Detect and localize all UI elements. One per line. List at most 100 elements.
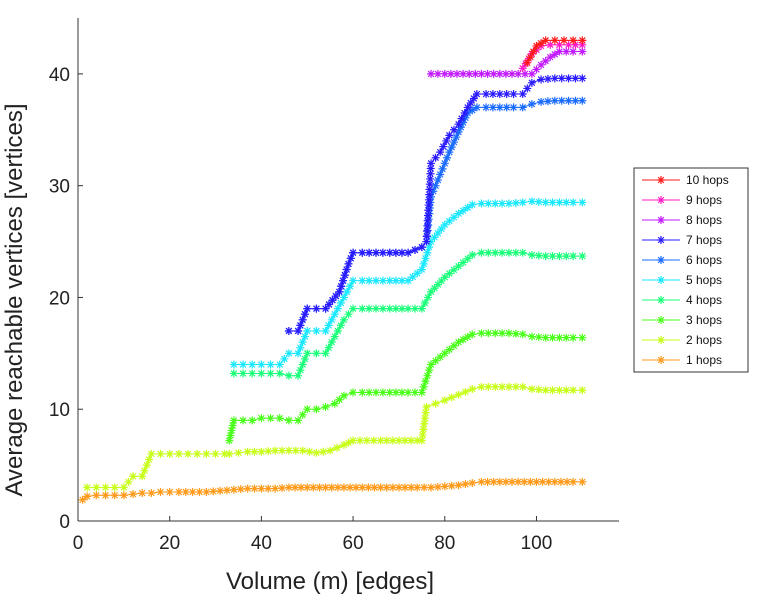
data-point: [431, 181, 440, 190]
data-point: [564, 74, 573, 83]
data-point: [378, 248, 387, 257]
data-point: [440, 349, 449, 358]
data-point: [209, 487, 218, 496]
y-axis-title: Average reachable vertices [vertices]: [1, 103, 28, 496]
data-point: [657, 236, 665, 244]
data-point: [327, 315, 336, 324]
data-point: [449, 125, 458, 134]
data-point: [527, 100, 536, 109]
data-point: [401, 436, 410, 445]
data-point: [557, 74, 566, 83]
data-point: [488, 103, 497, 112]
data-point: [264, 447, 273, 456]
data-point: [498, 382, 507, 391]
data-point: [440, 396, 449, 405]
data-point: [280, 354, 289, 363]
data-point: [445, 148, 454, 157]
data-point: [569, 333, 578, 342]
data-point: [338, 276, 347, 285]
data-point: [216, 486, 225, 495]
data-point: [445, 345, 454, 354]
data-point: [346, 483, 355, 492]
data-point: [423, 221, 432, 230]
data-point: [174, 487, 183, 496]
data-point: [559, 36, 568, 45]
data-point: [342, 265, 351, 274]
data-point: [324, 321, 333, 330]
data-point: [657, 336, 665, 344]
data-point: [358, 248, 367, 257]
data-point: [495, 477, 504, 486]
data-point: [181, 487, 190, 496]
data-point: [391, 388, 400, 397]
data-point: [342, 287, 351, 296]
data-point: [333, 304, 342, 313]
data-point: [365, 388, 374, 397]
data-point: [129, 490, 138, 499]
data-point: [498, 199, 507, 208]
data-point: [457, 114, 466, 123]
data-point: [391, 276, 400, 285]
y-tick-label: 20: [49, 288, 70, 309]
data-point: [489, 477, 498, 486]
data-point: [537, 39, 546, 48]
data-point: [550, 50, 559, 59]
data-point: [436, 148, 445, 157]
data-point: [420, 414, 429, 423]
data-point: [520, 477, 529, 486]
data-point: [453, 69, 462, 78]
data-point: [421, 254, 430, 263]
data-point: [315, 483, 324, 492]
data-point: [417, 436, 426, 445]
data-point: [449, 138, 458, 147]
data-point: [461, 387, 470, 396]
data-point: [309, 483, 318, 492]
data-point: [421, 408, 430, 417]
data-point: [427, 483, 436, 492]
data-point: [465, 69, 474, 78]
legend: 10 hops 9 hops 8 hops 7 hops 6 hops 5 hops 4 h…: [633, 167, 749, 373]
data-point: [358, 483, 367, 492]
data-point: [440, 220, 449, 229]
data-point: [404, 304, 413, 313]
data-point: [523, 58, 532, 67]
data-point: [541, 386, 550, 395]
data-point: [330, 399, 339, 408]
data-point: [369, 436, 378, 445]
data-point: [312, 448, 321, 457]
data-point: [562, 386, 571, 395]
data-point: [518, 382, 527, 391]
data-point: [483, 477, 492, 486]
data-point: [491, 329, 500, 338]
data-point: [257, 484, 266, 493]
data-point: [511, 382, 520, 391]
data-point: [426, 169, 435, 178]
data-point: [429, 187, 438, 196]
data-point: [275, 360, 284, 369]
data-point: [433, 176, 442, 185]
data-point: [129, 472, 138, 481]
data-point: [225, 449, 234, 458]
data-point: [495, 103, 504, 112]
data-point: [571, 74, 580, 83]
data-point: [234, 448, 243, 457]
data-point: [388, 436, 397, 445]
series: [225, 329, 587, 445]
data-point: [472, 90, 481, 99]
data-point: [326, 446, 335, 455]
data-point: [378, 388, 387, 397]
data-point: [477, 199, 486, 208]
data-point: [484, 329, 493, 338]
data-point: [339, 391, 348, 400]
data-point: [236, 485, 245, 494]
data-point: [562, 252, 571, 261]
legend-label: 4 hops: [686, 293, 722, 307]
data-point: [271, 446, 280, 455]
data-point: [229, 360, 238, 369]
data-point: [124, 477, 133, 486]
y-tick-label: 0: [59, 512, 70, 533]
data-point: [327, 338, 336, 347]
data-point: [523, 84, 532, 93]
data-point: [425, 243, 434, 252]
